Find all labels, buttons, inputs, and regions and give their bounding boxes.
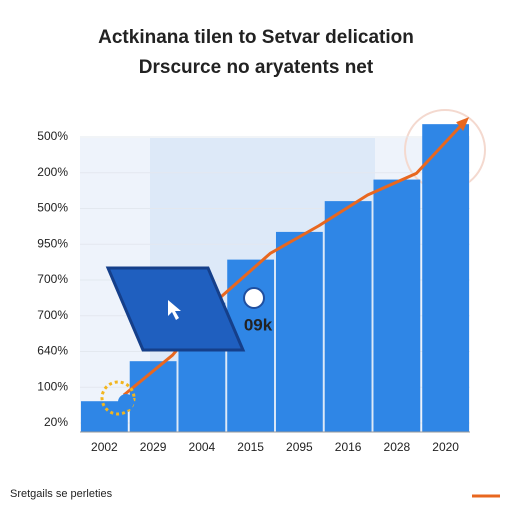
decor-gear: [100, 380, 136, 416]
y-axis-label: 500%: [37, 201, 68, 215]
y-axis-label: 640%: [37, 344, 68, 358]
y-axis-label: 700%: [37, 272, 68, 286]
trend-arrowhead: [456, 117, 470, 132]
x-tick-label: 2016: [335, 440, 362, 454]
y-axis-label: 20%: [44, 415, 68, 429]
cursor-icon: [168, 300, 181, 320]
x-tick-label: 2015: [237, 440, 264, 454]
x-tick-label: 2028: [384, 440, 411, 454]
chart-title: Actkinana tilen to Setvar delication: [98, 27, 414, 48]
y-axis-label: 200%: [37, 165, 68, 179]
y-axis-label: 950%: [37, 236, 68, 250]
x-tick-label: 2029: [140, 440, 167, 454]
bar: [275, 231, 323, 432]
footer: Sretgails se perleties: [10, 488, 113, 500]
bar: [422, 124, 470, 432]
x-tick-label: 2095: [286, 440, 313, 454]
x-tick-label: 2020: [432, 440, 459, 454]
x-tick-label: 2002: [91, 440, 118, 454]
y-axis-label: 700%: [37, 308, 68, 322]
bar: [373, 179, 421, 432]
laptop-illustration: [100, 266, 265, 416]
decor-dot: [118, 394, 134, 410]
bar: [324, 201, 372, 432]
x-tick-label: 2004: [189, 440, 216, 454]
bar: [129, 361, 177, 432]
annotation: 09k: [244, 315, 273, 334]
icon: [243, 287, 265, 309]
y-axis-label: 100%: [37, 379, 68, 393]
chart-subtitle: Drscurce no aryatents net: [139, 57, 374, 78]
y-axis-label: 500%: [37, 129, 68, 143]
